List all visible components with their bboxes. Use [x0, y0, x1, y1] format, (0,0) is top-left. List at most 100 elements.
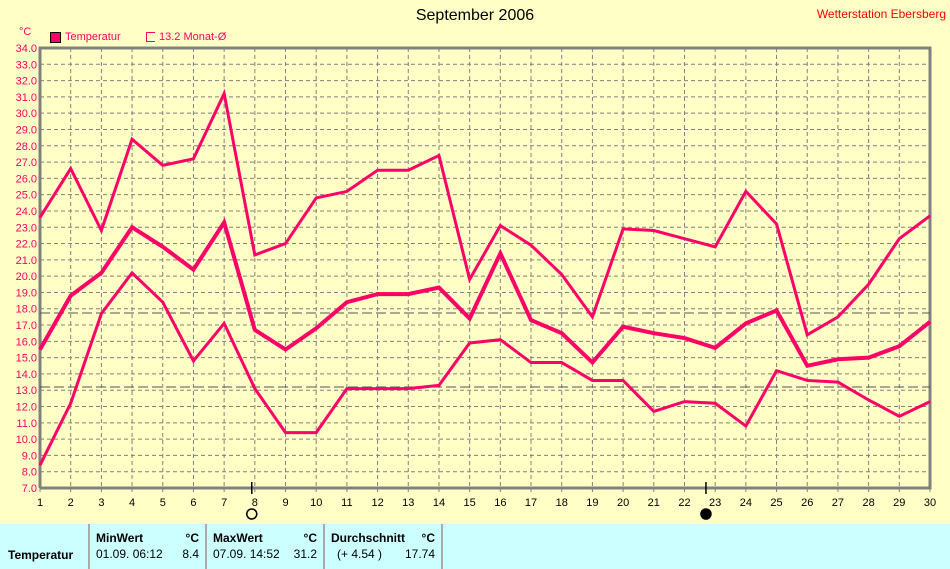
data-point [561, 332, 563, 334]
series-line-min [38, 270, 931, 466]
data-point [39, 216, 41, 218]
x-tick-label: 23 [709, 497, 721, 509]
x-tick-label: 15 [464, 497, 476, 509]
y-tick-label: 23.0 [16, 222, 37, 234]
x-tick-label: 10 [310, 497, 322, 509]
data-point [776, 370, 778, 372]
data-point [622, 379, 624, 381]
data-point [683, 238, 685, 240]
data-point [192, 360, 194, 362]
x-tick-label: 29 [893, 497, 905, 509]
x-tick-label: 22 [678, 497, 690, 509]
data-point [868, 399, 870, 401]
x-tick-label: 20 [617, 497, 629, 509]
y-tick-label: 33.0 [16, 59, 37, 71]
data-point [745, 190, 747, 192]
data-point [469, 342, 471, 344]
data-point [315, 327, 317, 329]
data-point [561, 274, 563, 276]
data-point [192, 269, 194, 271]
data-point [837, 358, 839, 360]
chart-title: September 2006 [415, 7, 535, 24]
y-tick-label: 29.0 [16, 124, 37, 136]
data-point [346, 301, 348, 303]
y-tick-label: 11.0 [16, 418, 37, 430]
data-point [837, 381, 839, 383]
avg-value: 17.74 [404, 547, 435, 561]
y-tick-label: 21.0 [16, 255, 37, 267]
stats-table: Temperatur MinWert °C 01.09. 06:12 8.4 M… [0, 524, 950, 569]
data-point [745, 322, 747, 324]
y-tick-label: 12.0 [16, 402, 37, 414]
y-tick-label: 31.0 [16, 92, 37, 104]
data-point [39, 348, 41, 350]
y-tick-label: 8.0 [22, 467, 37, 479]
data-point [898, 238, 900, 240]
data-point [285, 348, 287, 350]
data-point [346, 388, 348, 390]
avg-header: Durchschnitt [331, 531, 406, 545]
data-point [162, 246, 164, 248]
x-tick-label: 30 [924, 497, 936, 509]
data-point [377, 388, 379, 390]
data-point [499, 252, 501, 254]
data-point [254, 388, 256, 390]
y-tick-label: 24.0 [16, 206, 37, 218]
data-point [131, 272, 133, 274]
x-tick-label: 27 [832, 497, 844, 509]
y-tick-label: 28.0 [16, 141, 37, 153]
legend-swatch [50, 31, 61, 43]
data-point [407, 388, 409, 390]
data-point [100, 272, 102, 274]
x-tick-label: 28 [862, 497, 874, 509]
y-tick-label: 30.0 [16, 108, 37, 120]
data-point [223, 322, 225, 324]
x-tick-label: 21 [648, 497, 660, 509]
data-point [407, 169, 409, 171]
y-tick-label: 15.0 [16, 353, 37, 365]
y-tick-label: 18.0 [16, 304, 37, 316]
column-divider [441, 524, 443, 569]
x-tick-label: 26 [801, 497, 813, 509]
y-tick-label: 26.0 [16, 173, 37, 185]
max-value: 31.2 [293, 547, 317, 561]
data-point [745, 425, 747, 427]
y-tick-label: 32.0 [16, 76, 37, 88]
data-point [100, 313, 102, 315]
data-point [469, 278, 471, 280]
data-point [929, 401, 931, 403]
x-tick-label: 12 [371, 497, 383, 509]
data-point [285, 432, 287, 434]
data-point [591, 379, 593, 381]
data-point [683, 401, 685, 403]
data-point [70, 168, 72, 170]
x-tick-label: 4 [129, 497, 135, 509]
data-point [192, 158, 194, 160]
data-point [561, 362, 563, 364]
y-axis-unit: °C [19, 26, 32, 38]
data-point [714, 246, 716, 248]
data-point [806, 334, 808, 336]
x-tick-label: 5 [160, 497, 166, 509]
temperature-chart: 7.0 8.0 9.0 10.0 11.0 12.0 13.0 14.0 15.0 16.0 17.… [16, 43, 936, 520]
x-tick-label: 11 [341, 497, 352, 509]
data-point [254, 329, 256, 331]
data-point [438, 287, 440, 289]
data-point [162, 301, 164, 303]
data-point [438, 155, 440, 157]
x-tick-label: 8 [252, 497, 258, 509]
data-point [469, 318, 471, 320]
data-point [898, 415, 900, 417]
y-tick-label: 25.0 [16, 190, 37, 202]
y-tick-label: 7.0 [22, 483, 37, 495]
max-header: MaxWert [213, 531, 263, 545]
data-point [162, 164, 164, 166]
data-point [622, 326, 624, 328]
max-time: 07.09. 14:52 [213, 547, 280, 561]
data-point [591, 362, 593, 364]
legend-item-temperatur: Temperatur [50, 31, 121, 43]
data-point [868, 357, 870, 359]
data-point [622, 228, 624, 230]
series-line-temperatur [38, 217, 932, 369]
min-value: 8.4 [182, 547, 199, 561]
